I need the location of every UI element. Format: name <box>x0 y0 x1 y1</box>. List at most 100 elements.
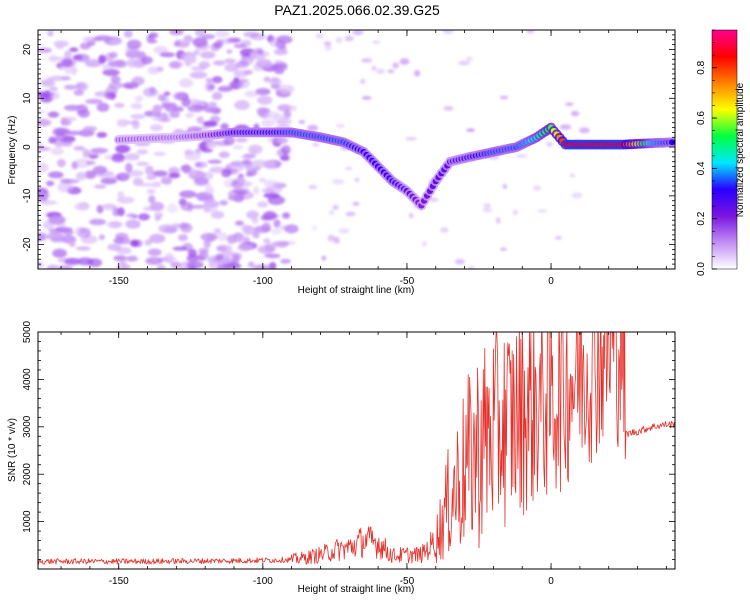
noise-blob <box>466 128 475 132</box>
noise-blob <box>84 170 97 179</box>
noise-blob <box>178 234 188 242</box>
noise-blob <box>210 211 225 219</box>
noise-blob <box>75 82 86 90</box>
noise-blob <box>263 192 280 199</box>
noise-blob <box>312 225 317 231</box>
colorbar-tick-label: 0.0 <box>696 262 707 276</box>
noise-blob <box>526 30 535 34</box>
noise-blob <box>157 117 171 123</box>
noise-blob <box>111 154 126 163</box>
noise-blob <box>160 176 173 185</box>
noise-blob <box>73 89 84 96</box>
noise-blob <box>107 61 120 67</box>
noise-blob <box>193 177 209 185</box>
noise-blob <box>570 110 580 117</box>
noise-blob <box>88 218 107 226</box>
noise-blob <box>408 213 414 219</box>
noise-blob <box>85 59 102 68</box>
noise-blob <box>189 204 207 209</box>
noise-blob <box>98 234 105 241</box>
noise-blob <box>75 171 87 181</box>
noise-blob <box>221 250 235 258</box>
noise-blob <box>327 234 336 242</box>
noise-blob <box>38 262 44 268</box>
noise-blob <box>73 146 85 151</box>
noise-blob <box>133 50 146 59</box>
noise-blob <box>166 203 179 214</box>
noise-blob <box>233 70 249 78</box>
noise-blob <box>264 111 281 119</box>
noise-blob <box>237 243 254 252</box>
snr-y-ticks: 1000 2000 3000 4000 5000 <box>22 320 675 570</box>
y-tick-label: 5000 <box>22 320 33 343</box>
noise-blob <box>272 240 290 247</box>
noise-blob <box>125 219 141 229</box>
noise-blob <box>336 123 345 129</box>
noise-blob <box>64 105 81 112</box>
noise-blob <box>263 238 271 244</box>
noise-blob <box>126 213 136 218</box>
noise-blob <box>47 111 60 118</box>
noise-blob <box>146 175 157 180</box>
noise-blob <box>344 35 354 42</box>
noise-blob <box>69 47 79 52</box>
noise-blob <box>132 177 144 186</box>
colorbar: 0.0 0.2 0.4 0.6 0.8 Normalized spectral ampl… <box>696 29 746 276</box>
noise-blob <box>345 166 353 171</box>
noise-blob <box>372 40 381 44</box>
noise-blob <box>110 75 121 84</box>
noise-blob <box>242 225 256 235</box>
noise-blob <box>203 200 220 208</box>
x-tick-label: -100 <box>253 576 273 587</box>
noise-blob <box>126 39 142 50</box>
noise-blob <box>224 58 236 64</box>
noise-blob <box>77 109 90 118</box>
noise-blob <box>145 257 163 265</box>
noise-blob <box>245 172 254 177</box>
noise-blob <box>100 177 118 185</box>
noise-blob <box>153 46 168 54</box>
noise-blob <box>94 35 112 41</box>
noise-blob <box>67 130 82 136</box>
noise-blob <box>268 262 277 269</box>
noise-blob <box>144 239 152 246</box>
noise-blob <box>180 223 193 233</box>
noise-blob <box>192 37 208 48</box>
noise-blob <box>189 71 208 79</box>
noise-blob <box>181 164 192 174</box>
noise-blob <box>335 36 343 44</box>
noise-blob <box>116 119 129 127</box>
noise-blob <box>49 86 58 92</box>
noise-blob <box>48 92 60 100</box>
noise-blob <box>234 100 250 111</box>
noise-blob <box>56 158 66 168</box>
noise-blob <box>194 30 206 37</box>
noise-blob <box>571 192 583 199</box>
noise-blob <box>559 124 572 130</box>
noise-blob <box>281 145 291 155</box>
noise-blob <box>440 227 449 233</box>
noise-blob <box>148 195 156 204</box>
colorbar-scale <box>711 29 738 270</box>
noise-blob <box>38 118 52 127</box>
noise-blob <box>115 144 131 154</box>
noise-blob <box>360 78 366 85</box>
noise-blob <box>174 39 181 47</box>
noise-blob <box>185 112 195 118</box>
noise-blob <box>54 127 71 136</box>
noise-blob <box>116 246 132 255</box>
noise-blob <box>570 173 575 178</box>
noise-blob <box>139 182 156 187</box>
noise-blob <box>218 151 230 159</box>
noise-blob <box>307 124 319 132</box>
noise-blob <box>57 182 74 193</box>
colorbar-tick-label: 0.8 <box>696 60 707 74</box>
noise-blob <box>157 93 166 102</box>
noise-blob <box>250 159 269 168</box>
noise-blob <box>165 252 174 261</box>
noise-blob <box>371 65 377 71</box>
noise-blob <box>153 151 167 156</box>
noise-blob <box>172 92 187 101</box>
figure-title: PAZ1.2025.066.02.39.G25 <box>274 2 440 18</box>
noise-blob <box>126 255 138 262</box>
